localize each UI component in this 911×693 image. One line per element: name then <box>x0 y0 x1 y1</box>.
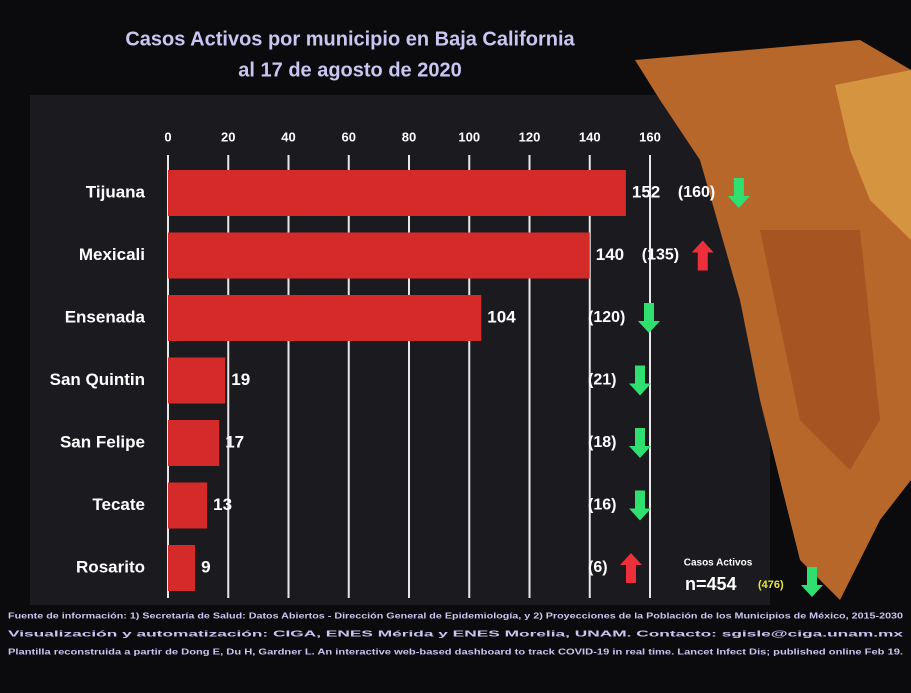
y-tick-label: San Quintin <box>50 370 145 389</box>
total-previous: (476) <box>758 579 784 591</box>
bar <box>168 420 220 466</box>
value-label: 19 <box>231 370 250 389</box>
arrow-down <box>638 303 660 333</box>
value-label: 13 <box>213 495 232 514</box>
bar <box>168 295 482 341</box>
x-tick-label: 60 <box>342 129 356 144</box>
y-tick-label: Tecate <box>92 495 145 514</box>
y-tick-label: Rosarito <box>76 557 145 576</box>
total-value: n=454 <box>685 574 737 594</box>
chart-subtitle: al 17 de agosto de 2020 <box>238 59 461 81</box>
value-label: 9 <box>201 557 210 576</box>
x-tick-label: 40 <box>281 129 295 144</box>
footer-text: Visualización y automatización: CIGA, EN… <box>8 628 904 638</box>
x-tick-label: 80 <box>402 129 416 144</box>
bar <box>168 545 196 591</box>
x-tick-label: 120 <box>519 129 541 144</box>
map-region <box>835 70 911 240</box>
total-label: Casos Activos <box>684 558 753 569</box>
arrow-down <box>629 490 651 521</box>
bar <box>168 357 226 404</box>
previous-label: (160) <box>678 184 715 201</box>
value-label: 152 <box>632 182 660 201</box>
value-label: 140 <box>596 245 624 264</box>
map-region <box>760 230 880 470</box>
arrow-down <box>727 178 750 208</box>
previous-label: (21) <box>588 372 616 389</box>
previous-label: (6) <box>588 559 608 576</box>
x-tick-label: 140 <box>579 129 601 144</box>
bar <box>168 232 590 279</box>
arrow-down <box>629 428 651 458</box>
bar <box>168 170 626 216</box>
x-tick-label: 20 <box>221 129 235 144</box>
arrow-down <box>629 365 651 396</box>
previous-label: (120) <box>588 309 625 326</box>
x-tick-label: 160 <box>639 129 661 144</box>
chart-title: Casos Activos por municipio en Baja Cali… <box>125 28 575 50</box>
bar <box>168 482 208 529</box>
x-tick-label: 100 <box>458 129 480 144</box>
arrow-up <box>691 240 714 271</box>
previous-label: (16) <box>588 497 616 514</box>
arrow-up <box>620 553 642 583</box>
arrow-down <box>801 567 823 597</box>
value-label: 104 <box>487 307 516 326</box>
previous-label: (18) <box>588 434 616 451</box>
footer-text: Fuente de información: 1) Secretaría de … <box>8 610 903 620</box>
y-tick-label: Mexicali <box>79 245 145 264</box>
y-tick-label: Ensenada <box>65 307 146 326</box>
value-label: 17 <box>225 432 244 451</box>
previous-label: (135) <box>642 247 679 264</box>
x-tick-label: 0 <box>164 129 171 144</box>
y-tick-label: San Felipe <box>60 432 145 451</box>
footer-text: Plantilla reconstruida a partir de Dong … <box>8 646 903 656</box>
y-tick-label: Tijuana <box>86 182 146 201</box>
